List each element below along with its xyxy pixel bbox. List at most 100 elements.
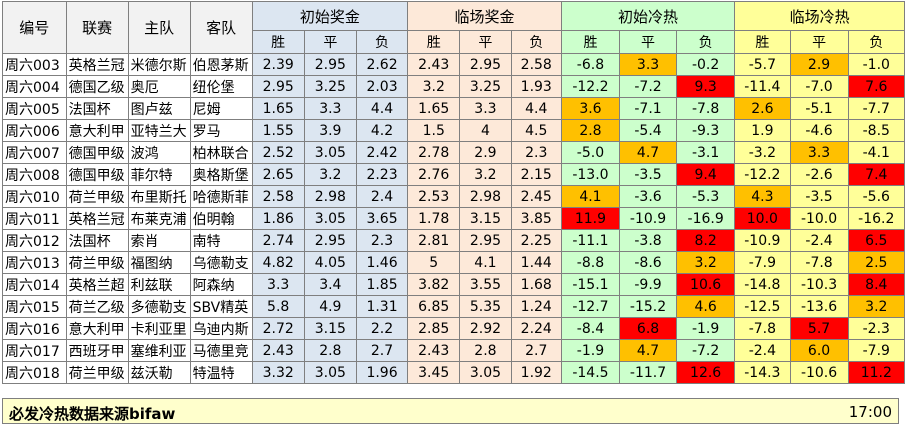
- cell-home[interactable]: 利兹联: [127, 273, 191, 296]
- cell-away[interactable]: 马德里竞: [189, 339, 253, 362]
- cell-live-odds[interactable]: 2.95: [459, 53, 512, 76]
- cell-initial-heat[interactable]: -0.2: [676, 53, 736, 76]
- cell-live-heat[interactable]: 8.4: [847, 273, 905, 296]
- cell-initial-odds[interactable]: 1.31: [355, 295, 409, 318]
- cell-live-heat[interactable]: -2.6: [789, 163, 849, 186]
- cell-live-odds[interactable]: 3.82: [407, 273, 461, 296]
- cell-initial-odds[interactable]: 2.58: [251, 185, 305, 208]
- cell-live-heat[interactable]: 1.9: [734, 119, 791, 142]
- cell-initial-heat[interactable]: 11.9: [560, 207, 620, 230]
- cell-live-odds[interactable]: 1.68: [510, 273, 562, 296]
- cell-initial-heat[interactable]: -11.1: [560, 229, 620, 252]
- cell-initial-odds[interactable]: 2.8: [303, 339, 357, 362]
- cell-id[interactable]: 周六005: [2, 97, 67, 120]
- cell-live-heat[interactable]: 7.6: [847, 75, 905, 98]
- cell-away[interactable]: SBV精英: [189, 295, 253, 318]
- cell-initial-odds[interactable]: 3.3: [303, 97, 357, 120]
- cell-league[interactable]: 西班牙甲: [65, 339, 129, 362]
- cell-initial-heat[interactable]: 3.6: [560, 97, 620, 120]
- cell-initial-heat[interactable]: -7.8: [676, 97, 736, 120]
- cell-league[interactable]: 德国甲级: [65, 141, 129, 164]
- cell-initial-odds[interactable]: 5.8: [251, 295, 305, 318]
- cell-initial-heat[interactable]: 10.6: [676, 273, 736, 296]
- cell-initial-odds[interactable]: 3.05: [303, 207, 357, 230]
- cell-home[interactable]: 布里斯托: [127, 185, 191, 208]
- cell-live-heat[interactable]: -14.8: [734, 273, 791, 296]
- cell-home[interactable]: 卡利亚里: [127, 317, 191, 340]
- cell-away[interactable]: 伯恩茅斯: [189, 53, 253, 76]
- cell-initial-heat[interactable]: 3.3: [618, 53, 678, 76]
- cell-initial-heat[interactable]: -3.6: [618, 185, 678, 208]
- cell-initial-odds[interactable]: 3.25: [303, 75, 357, 98]
- cell-initial-odds[interactable]: 1.46: [355, 251, 409, 274]
- cell-home[interactable]: 多德勒支: [127, 295, 191, 318]
- cell-live-odds[interactable]: 2.78: [407, 141, 461, 164]
- cell-initial-heat[interactable]: -9.9: [618, 273, 678, 296]
- cell-initial-odds[interactable]: 1.86: [251, 207, 305, 230]
- cell-initial-heat[interactable]: -3.8: [618, 229, 678, 252]
- cell-live-heat[interactable]: -7.0: [789, 75, 849, 98]
- cell-initial-odds[interactable]: 4.4: [355, 97, 409, 120]
- cell-initial-heat[interactable]: -8.6: [618, 251, 678, 274]
- cell-initial-odds[interactable]: 1.65: [251, 97, 305, 120]
- cell-away[interactable]: 乌德勒支: [189, 251, 253, 274]
- cell-live-odds[interactable]: 2.24: [510, 317, 562, 340]
- cell-live-heat[interactable]: -7.9: [734, 251, 791, 274]
- cell-initial-odds[interactable]: 2.95: [303, 53, 357, 76]
- cell-live-heat[interactable]: 6.0: [789, 339, 849, 362]
- cell-away[interactable]: 奥格斯堡: [189, 163, 253, 186]
- cell-league[interactable]: 意大利甲: [65, 119, 129, 142]
- cell-initial-heat[interactable]: -5.3: [676, 185, 736, 208]
- cell-live-heat[interactable]: 3.2: [847, 295, 905, 318]
- cell-initial-odds[interactable]: 2.3: [355, 229, 409, 252]
- cell-live-odds[interactable]: 4.1: [459, 251, 512, 274]
- cell-live-odds[interactable]: 5.35: [459, 295, 512, 318]
- cell-live-heat[interactable]: -10.9: [734, 229, 791, 252]
- cell-initial-odds[interactable]: 3.9: [303, 119, 357, 142]
- cell-live-odds[interactable]: 2.7: [510, 339, 562, 362]
- cell-initial-heat[interactable]: -12.2: [560, 75, 620, 98]
- cell-initial-heat[interactable]: -13.0: [560, 163, 620, 186]
- cell-id[interactable]: 周六016: [2, 317, 67, 340]
- cell-live-odds[interactable]: 1.92: [510, 361, 562, 384]
- cell-live-odds[interactable]: 3.85: [510, 207, 562, 230]
- cell-home[interactable]: 塞维利亚: [127, 339, 191, 362]
- cell-initial-odds[interactable]: 2.23: [355, 163, 409, 186]
- cell-initial-heat[interactable]: -11.7: [618, 361, 678, 384]
- cell-live-heat[interactable]: -4.1: [847, 141, 905, 164]
- cell-league[interactable]: 荷兰甲级: [65, 251, 129, 274]
- cell-live-odds[interactable]: 2.98: [459, 185, 512, 208]
- cell-initial-heat[interactable]: -7.2: [676, 339, 736, 362]
- cell-initial-odds[interactable]: 4.9: [303, 295, 357, 318]
- cell-initial-odds[interactable]: 2.72: [251, 317, 305, 340]
- cell-initial-heat[interactable]: -14.5: [560, 361, 620, 384]
- cell-live-odds[interactable]: 4.5: [510, 119, 562, 142]
- cell-league[interactable]: 荷兰乙级: [65, 295, 129, 318]
- cell-id[interactable]: 周六015: [2, 295, 67, 318]
- cell-live-odds[interactable]: 3.2: [407, 75, 461, 98]
- cell-live-heat[interactable]: -4.6: [789, 119, 849, 142]
- cell-initial-odds[interactable]: 2.4: [355, 185, 409, 208]
- cell-live-odds[interactable]: 2.45: [510, 185, 562, 208]
- cell-initial-odds[interactable]: 2.74: [251, 229, 305, 252]
- cell-initial-odds[interactable]: 3.05: [303, 361, 357, 384]
- cell-id[interactable]: 周六007: [2, 141, 67, 164]
- cell-id[interactable]: 周六010: [2, 185, 67, 208]
- cell-id[interactable]: 周六011: [2, 207, 67, 230]
- cell-live-heat[interactable]: -12.5: [734, 295, 791, 318]
- cell-home[interactable]: 图卢兹: [127, 97, 191, 120]
- cell-initial-odds[interactable]: 4.05: [303, 251, 357, 274]
- cell-initial-heat[interactable]: -6.8: [560, 53, 620, 76]
- cell-live-heat[interactable]: -3.5: [789, 185, 849, 208]
- cell-initial-odds[interactable]: 2.65: [251, 163, 305, 186]
- cell-live-odds[interactable]: 1.93: [510, 75, 562, 98]
- cell-away[interactable]: 哈德斯菲: [189, 185, 253, 208]
- cell-league[interactable]: 法国杯: [65, 229, 129, 252]
- cell-live-odds[interactable]: 3.25: [459, 75, 512, 98]
- cell-home[interactable]: 奥厄: [127, 75, 191, 98]
- cell-id[interactable]: 周六012: [2, 229, 67, 252]
- cell-live-odds[interactable]: 3.55: [459, 273, 512, 296]
- cell-live-heat[interactable]: 10.0: [734, 207, 791, 230]
- cell-live-odds[interactable]: 3.05: [459, 361, 512, 384]
- cell-initial-odds[interactable]: 2.7: [355, 339, 409, 362]
